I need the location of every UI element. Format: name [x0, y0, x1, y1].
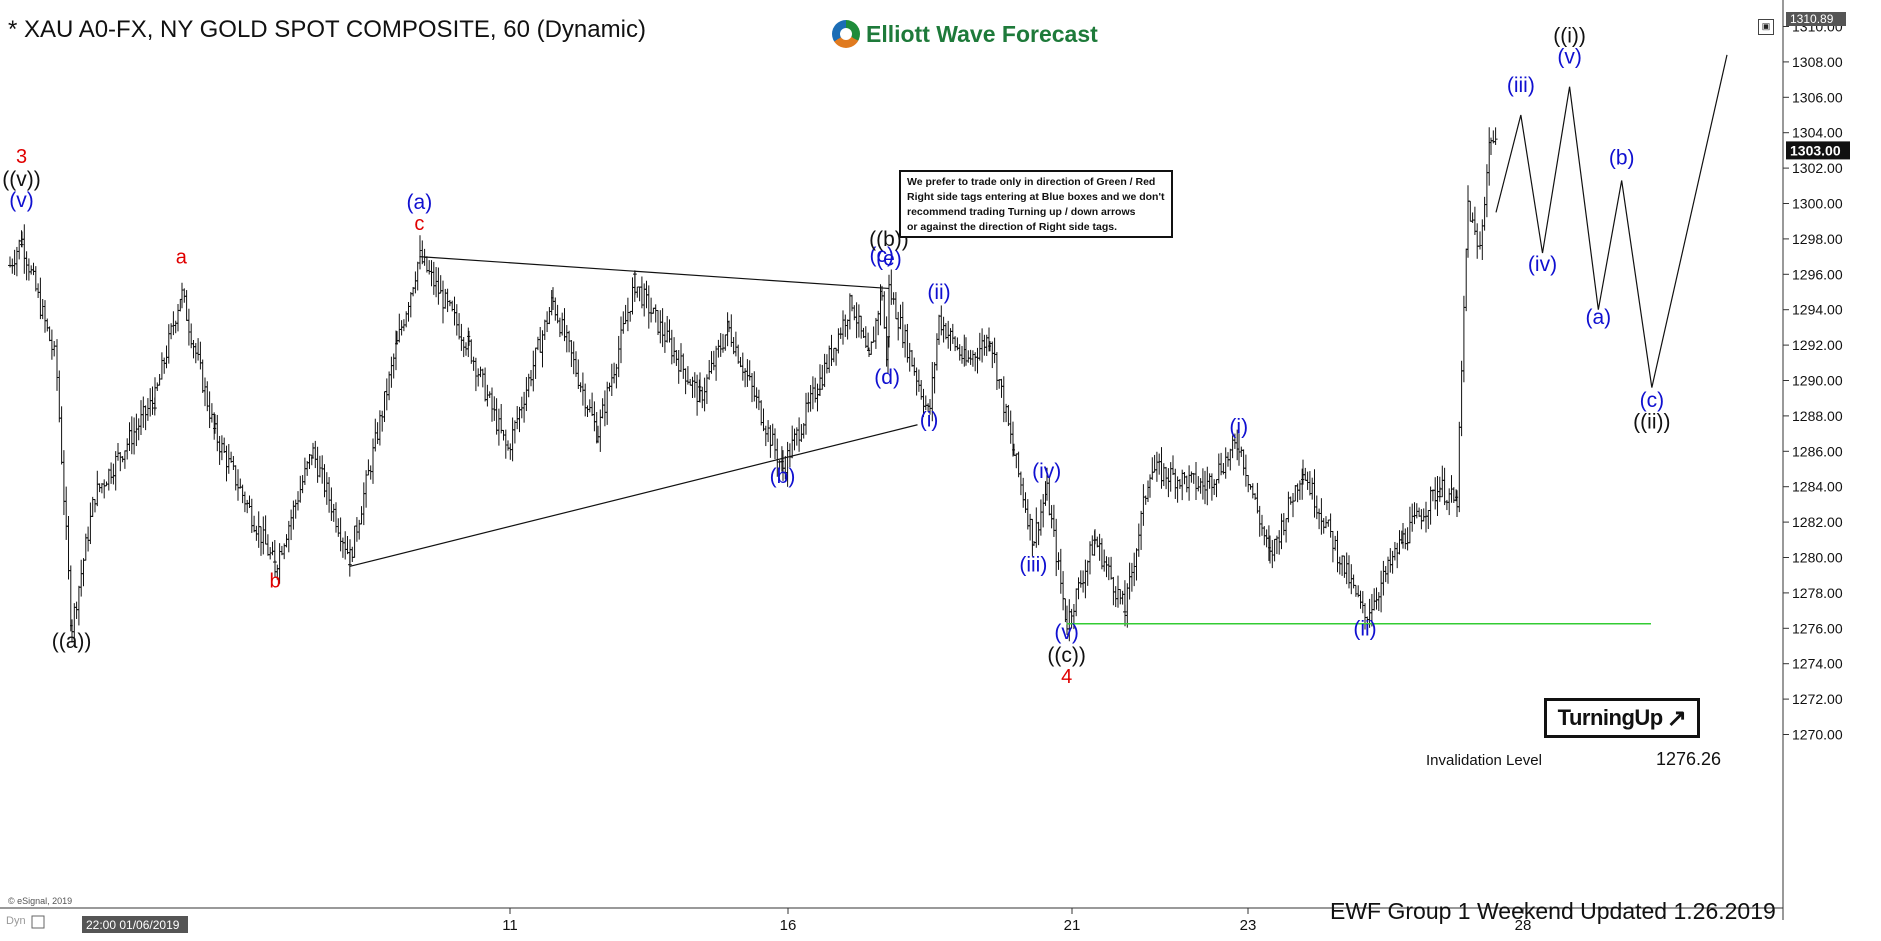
logo-icon — [832, 20, 860, 48]
wave-label: (v) — [1054, 621, 1079, 644]
wave-label: (a) — [407, 191, 433, 214]
triangle-lines — [349, 256, 918, 567]
logo-text: Elliott Wave Forecast — [866, 20, 1098, 47]
projection-path — [1495, 54, 1728, 388]
wave-label: a — [176, 247, 188, 269]
wave-label: (b) — [770, 465, 796, 488]
wave-label: (iv) — [1528, 253, 1557, 276]
notice-line: or against the direction of Right side t… — [907, 221, 1118, 233]
ohlc-bars — [8, 127, 1498, 647]
wave-label: (iv) — [1032, 460, 1061, 483]
time-start-tag: 22:00 01/06/2019 — [82, 916, 188, 933]
wave-label: (v) — [9, 189, 34, 212]
wave-label: (i) — [1229, 416, 1248, 439]
wave-label: ((a)) — [52, 630, 92, 653]
time-tick-label: 28 — [1515, 917, 1532, 934]
copyright-text: © eSignal, 2019 — [8, 896, 73, 906]
current-price-tag: 1303.00 — [1786, 141, 1850, 160]
wave-label: ((ii)) — [1633, 410, 1670, 433]
wave-label: (ii) — [927, 281, 950, 304]
wave-label: ((b)) — [869, 228, 909, 251]
wave-label: (a) — [1585, 306, 1611, 329]
wave-label: (iii) — [1507, 74, 1535, 97]
notice-line: recommend trading Turning up / down arro… — [907, 206, 1136, 218]
notice-line: We prefer to trade only in direction of … — [907, 176, 1156, 188]
price-tick-label: 1284.00 — [1792, 479, 1843, 495]
wave-label: (c) — [1640, 389, 1665, 412]
wave-label: (ii) — [1353, 617, 1376, 640]
projection-line — [1495, 54, 1728, 388]
triangle-line — [349, 424, 918, 567]
wave-label: b — [269, 571, 280, 593]
price-tick-label: 1298.00 — [1792, 231, 1843, 247]
price-tick-label: 1280.00 — [1792, 550, 1843, 566]
wave-label: (c) — [870, 244, 895, 267]
dyn-label: Dyn — [6, 915, 26, 927]
wave-label: 4 — [1061, 666, 1072, 688]
restore-window-icon[interactable]: ▣ — [1758, 19, 1774, 35]
time-tick-label: 11 — [502, 917, 518, 934]
brand-logo: Elliott Wave Forecast — [832, 18, 1098, 50]
wave-labels: 3((v))(v)((a))ab(a)c(b)(c)(d)(e)((b))(i)… — [2, 24, 1670, 688]
wave-label: (i) — [920, 409, 939, 432]
price-tick-label: 1282.00 — [1792, 514, 1843, 530]
price-tick-label: 1270.00 — [1792, 727, 1843, 743]
price-axis[interactable]: 1310.001308.001306.001304.001302.001300.… — [1783, 12, 1850, 743]
invalidation-value: 1276.26 — [1656, 749, 1722, 769]
wave-label: (b) — [1609, 147, 1635, 170]
time-tick-label: 23 — [1240, 917, 1257, 934]
time-axis[interactable]: 11 16 21 23 28 22:00 01/06/2019 — [31, 908, 1532, 934]
time-tick-label: 21 — [1064, 917, 1081, 934]
price-tick-label: 1308.00 — [1792, 54, 1843, 70]
invalidation-label: Invalidation Level — [1426, 752, 1542, 769]
time-tick-label: 16 — [780, 917, 797, 934]
price-tick-label: 1294.00 — [1792, 302, 1843, 318]
wave-label: ((c)) — [1047, 644, 1085, 667]
price-tick-label: 1276.00 — [1792, 620, 1843, 636]
price-tick-label: 1296.00 — [1792, 266, 1843, 282]
notice-line: Right side tags entering at Blue boxes a… — [907, 191, 1165, 203]
turning-up-label: TurningUp — [1557, 705, 1664, 730]
chart-title: * XAU A0-FX, NY GOLD SPOT COMPOSITE, 60 … — [8, 16, 646, 43]
price-tick-label: 1302.00 — [1792, 160, 1843, 176]
wave-label: (d) — [874, 366, 900, 389]
axis-corner-icon[interactable] — [31, 915, 45, 929]
price-tick-label: 1300.00 — [1792, 196, 1843, 212]
wave-label: 3 — [16, 146, 27, 168]
price-tick-label: 1292.00 — [1792, 337, 1843, 353]
price-tick-label: 1288.00 — [1792, 408, 1843, 424]
wave-label: ((i)) — [1553, 24, 1586, 47]
trading-notice: We prefer to trade only in direction of … — [899, 170, 1173, 238]
svg-text:1303.00: 1303.00 — [1790, 142, 1841, 158]
wave-label: ((v)) — [2, 168, 40, 191]
price-tick-label: 1304.00 — [1792, 125, 1843, 141]
turning-up-badge: TurningUp ↗ — [1544, 698, 1700, 738]
price-tick-label: 1286.00 — [1792, 443, 1843, 459]
price-tick-label: 1274.00 — [1792, 656, 1843, 672]
wave-label: (iii) — [1019, 554, 1047, 577]
wave-label: c — [414, 213, 424, 235]
svg-text:1310.89: 1310.89 — [1790, 12, 1834, 26]
wave-label: (e) — [876, 247, 902, 270]
arrow-up-right-icon: ↗ — [1666, 704, 1687, 732]
triangle-line — [419, 256, 889, 290]
ohlc-bar — [1493, 127, 1498, 145]
price-tick-label: 1306.00 — [1792, 89, 1843, 105]
wave-label: (v) — [1557, 46, 1582, 69]
price-tick-label: 1278.00 — [1792, 585, 1843, 601]
price-tick-label: 1272.00 — [1792, 691, 1843, 707]
price-tick-label: 1290.00 — [1792, 373, 1843, 389]
update-footer: EWF Group 1 Weekend Updated 1.26.2019 — [1330, 898, 1776, 924]
top-price-tag: 1310.89 — [1786, 12, 1846, 26]
svg-text:22:00 01/06/2019: 22:00 01/06/2019 — [86, 918, 180, 932]
